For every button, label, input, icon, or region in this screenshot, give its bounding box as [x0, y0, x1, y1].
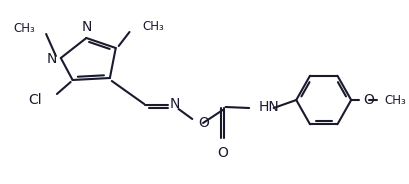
Text: N: N: [82, 20, 92, 34]
Text: O: O: [217, 146, 227, 160]
Text: CH₃: CH₃: [13, 22, 35, 36]
Text: N: N: [46, 52, 57, 66]
Text: HN: HN: [258, 100, 279, 114]
Text: O: O: [198, 116, 209, 130]
Text: CH₃: CH₃: [142, 20, 164, 33]
Text: Cl: Cl: [29, 93, 42, 107]
Text: CH₃: CH₃: [384, 93, 405, 107]
Text: O: O: [362, 93, 373, 107]
Text: N: N: [169, 97, 180, 111]
